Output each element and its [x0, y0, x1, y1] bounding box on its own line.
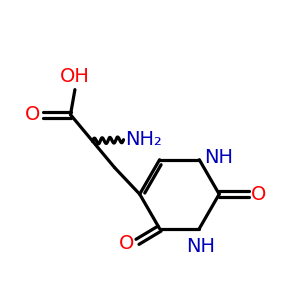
Text: O: O	[25, 105, 40, 124]
Text: NH: NH	[205, 148, 234, 167]
Text: NH: NH	[186, 237, 215, 256]
Text: OH: OH	[60, 67, 90, 86]
Text: NH₂: NH₂	[125, 130, 162, 149]
Text: O: O	[251, 185, 266, 204]
Text: O: O	[119, 234, 134, 253]
